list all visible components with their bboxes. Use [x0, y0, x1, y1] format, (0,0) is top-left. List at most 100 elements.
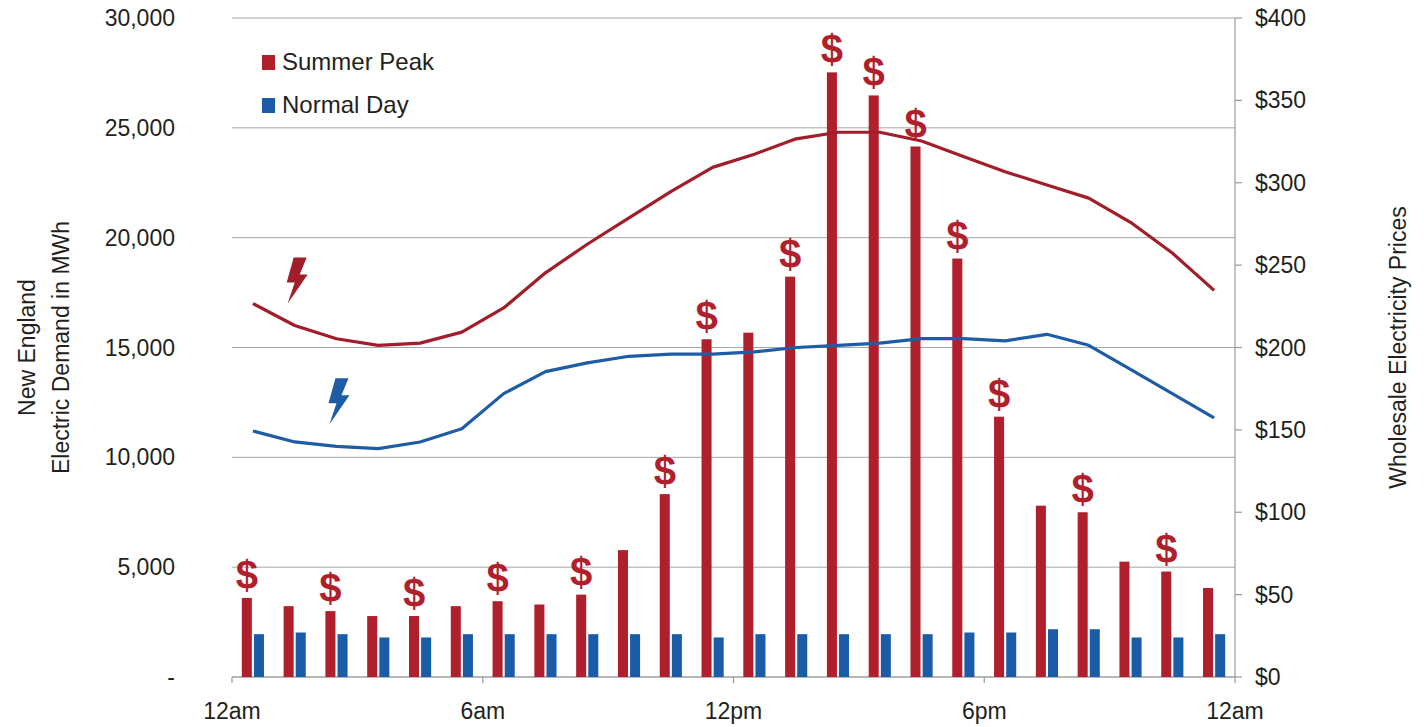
- price-annotation: $: [570, 550, 592, 594]
- bar: [1215, 634, 1225, 677]
- y-tick-label: 30,000: [105, 5, 175, 31]
- price-annotation: $: [821, 27, 843, 71]
- bar: [1036, 506, 1046, 677]
- y-tick-label: 25,000: [105, 115, 175, 141]
- y2-tick-mark: [1235, 512, 1242, 513]
- y-tick-label: 5,000: [117, 554, 175, 580]
- bar: [702, 339, 712, 677]
- bar: [242, 598, 252, 677]
- bar: [284, 606, 294, 677]
- bar-series: [254, 629, 1225, 677]
- x-tick-label: 12am: [203, 698, 261, 724]
- price-annotation: $: [988, 372, 1010, 416]
- legend-swatch: [262, 55, 275, 70]
- y-ticks: -5,00010,00015,00020,00025,00030,000: [105, 5, 175, 690]
- bar: [367, 616, 377, 677]
- page: {"chart_data": { "type": "bar", "x": [0.…: [0, 0, 1424, 727]
- price-annotation: $: [403, 571, 425, 615]
- demand-line: [253, 132, 1214, 345]
- grid-line: [232, 457, 1235, 458]
- grid-line: [232, 347, 1235, 348]
- price-annotation: $: [1155, 527, 1177, 571]
- y2-tick-mark: [1235, 265, 1242, 266]
- legend-label: Summer Peak: [282, 48, 435, 75]
- price-annotation: $: [863, 50, 885, 94]
- bar: [534, 605, 544, 677]
- x-tick-label: 12am: [1206, 698, 1264, 724]
- bar: [660, 494, 670, 677]
- grid-line: [232, 18, 1235, 19]
- chart: -5,00010,00015,00020,00025,00030,000$0$5…: [0, 0, 1424, 727]
- bar: [1078, 512, 1088, 677]
- bar: [839, 634, 849, 677]
- lightning-icon: [328, 378, 349, 424]
- annotations: $$$$$$$$$$$$$$$: [236, 27, 1178, 615]
- y2-tick-label: $400: [1255, 5, 1306, 31]
- y2-tick-label: $50: [1255, 582, 1293, 608]
- x-tick-mark: [984, 677, 985, 683]
- price-annotation: $: [486, 556, 508, 600]
- price-annotation: $: [904, 102, 926, 146]
- bar: [451, 606, 461, 677]
- y-tick-label: 10,000: [105, 444, 175, 470]
- bar: [630, 634, 640, 677]
- bar: [755, 634, 765, 677]
- y-axis-title-line: New England: [14, 279, 40, 416]
- bar: [797, 634, 807, 677]
- bar: [1006, 633, 1016, 677]
- y-axis-title: New England Electric Demand in MWh: [14, 221, 74, 474]
- x-tick-mark: [733, 677, 734, 683]
- y-tick-label: 15,000: [105, 335, 175, 361]
- bar: [505, 634, 515, 677]
- bar: [325, 611, 335, 677]
- bar: [743, 333, 753, 677]
- bar: [618, 550, 628, 677]
- y2-tick-label: $150: [1255, 417, 1306, 443]
- bar: [296, 633, 306, 677]
- y2-tick-mark: [1235, 182, 1242, 183]
- y2-ticks: $0$50$100$150$200$250$300$350$400: [1235, 5, 1306, 690]
- price-annotation: $: [1072, 467, 1094, 511]
- x-tick-label: 12pm: [705, 698, 763, 724]
- bar: [1203, 588, 1213, 677]
- bar: [923, 634, 933, 677]
- grid: [232, 18, 1235, 677]
- y2-tick-label: $200: [1255, 335, 1306, 361]
- bar: [1119, 562, 1129, 677]
- y-axis-title-line: Electric Demand in MWh: [48, 221, 74, 474]
- y2-tick-label: $100: [1255, 499, 1306, 525]
- bar: [785, 277, 795, 677]
- y2-tick-mark: [1235, 17, 1242, 18]
- bar: [463, 634, 473, 677]
- bar: [338, 634, 348, 677]
- x-tick-label: 6pm: [962, 698, 1007, 724]
- grid-line: [232, 127, 1235, 128]
- y2-axis-title: Wholesale Electricity Prices: [1385, 206, 1411, 488]
- price-annotation: $: [236, 553, 258, 597]
- bar: [576, 595, 586, 677]
- bar: [952, 259, 962, 677]
- grid-line: [232, 237, 1235, 238]
- line-icons: [287, 258, 350, 425]
- price-annotation: $: [319, 566, 341, 610]
- x-ticks: 12am6am12pm6pm12am: [203, 677, 1264, 724]
- y2-tick-label: $0: [1255, 664, 1281, 690]
- x-tick-mark: [482, 677, 483, 683]
- bar: [672, 634, 682, 677]
- price-annotation: $: [946, 214, 968, 258]
- price-annotation: $: [779, 232, 801, 276]
- bar: [964, 633, 974, 677]
- demand-line: [253, 334, 1214, 448]
- price-annotation: $: [654, 449, 676, 493]
- bar: [379, 637, 389, 677]
- bar: [546, 634, 556, 677]
- bar: [254, 634, 264, 677]
- bar: [910, 147, 920, 677]
- bar: [493, 601, 503, 677]
- y2-tick-mark: [1235, 676, 1242, 677]
- lightning-icon: [287, 258, 308, 304]
- y2-tick-mark: [1235, 429, 1242, 430]
- y2-tick-label: $350: [1255, 87, 1306, 113]
- y2-tick-mark: [1235, 100, 1242, 101]
- bar: [1132, 637, 1142, 677]
